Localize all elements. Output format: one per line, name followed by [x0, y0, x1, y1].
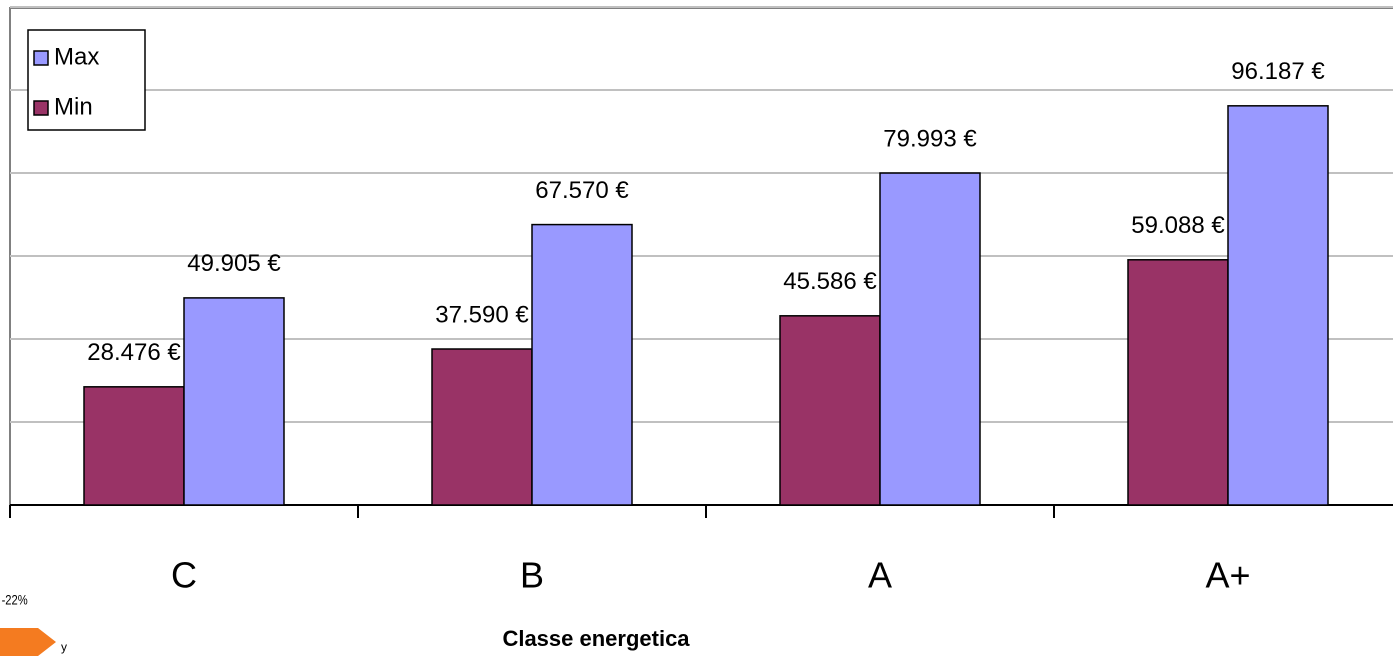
data-label: 59.088 € [1131, 212, 1225, 239]
x-tick-label: B [520, 555, 544, 596]
x-tick-label: A [868, 555, 892, 596]
annotation: -22% [2, 593, 28, 608]
bar [1127, 259, 1229, 506]
arrow-shape [0, 628, 56, 656]
x-axis-title: Classe energetica [502, 626, 690, 651]
legend-swatch [33, 100, 49, 116]
bar [1227, 105, 1329, 506]
annotation: y [61, 640, 67, 654]
data-label: 96.187 € [1231, 58, 1325, 85]
data-label: 49.905 € [187, 250, 281, 277]
bar [431, 348, 533, 506]
data-label: 37.590 € [435, 301, 529, 328]
legend-label: Min [54, 93, 93, 120]
data-label: 79.993 € [883, 125, 977, 152]
bar [531, 223, 633, 506]
x-tick-label: A+ [1205, 555, 1250, 596]
bar [83, 386, 185, 506]
legend-swatch [33, 50, 49, 66]
x-tick-label: C [171, 555, 197, 596]
bar [779, 315, 881, 506]
bar [879, 172, 981, 506]
data-label: 45.586 € [783, 268, 877, 295]
legend-label: Max [54, 43, 99, 70]
data-label: 67.570 € [535, 177, 629, 204]
bar [183, 297, 285, 506]
data-label: 28.476 € [87, 339, 181, 366]
